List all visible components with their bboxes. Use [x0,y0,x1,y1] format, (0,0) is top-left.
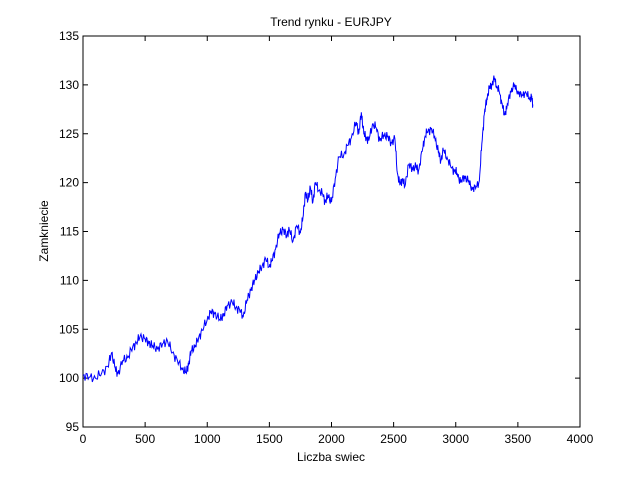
y-tick-label: 120 [59,176,79,190]
x-tick-label: 2500 [380,432,407,446]
y-tick-label: 110 [60,273,79,287]
x-axis-label: Liczba swiec [297,450,365,464]
y-tick-label: 130 [59,78,79,92]
x-tick-label: 1000 [194,432,221,446]
y-tick-label: 105 [59,322,79,336]
x-axis: 0 500 1000 1500 2000 2500 3000 3500 4000 [80,36,594,446]
x-tick-label: 3000 [442,432,469,446]
y-axis-label: Zamkniecie [37,200,51,262]
y-tick-label: 100 [59,371,79,385]
x-tick-label: 3500 [505,432,532,446]
x-tick-label: 0 [80,432,87,446]
chart-title: Trend rynku - EURJPY [270,15,392,29]
y-tick-label: 125 [59,127,79,141]
x-tick-label: 1500 [256,432,283,446]
x-tick-label: 2000 [318,432,345,446]
plot-area [82,35,581,428]
y-tick-label: 115 [60,225,79,239]
series-line-eurjpy [82,75,534,383]
x-tick-label: 4000 [567,432,594,446]
y-tick-label: 135 [59,29,79,43]
x-tick-label: 500 [135,432,155,446]
y-tick-label: 95 [66,420,80,434]
y-axis: 95 100 105 110 115 120 125 130 135 [59,29,580,434]
